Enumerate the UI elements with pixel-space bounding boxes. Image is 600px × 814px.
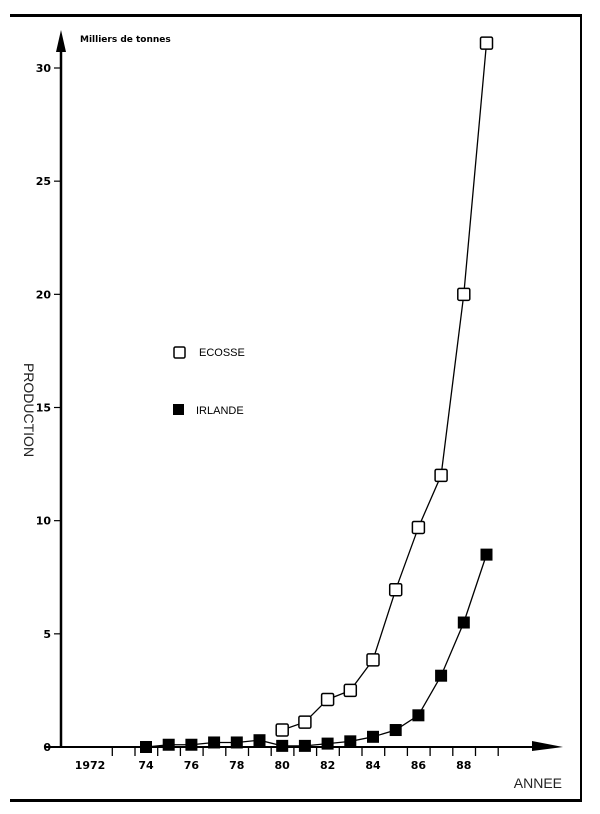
data-point bbox=[479, 36, 494, 50]
legend: ECOSSE IRLANDE bbox=[173, 346, 245, 417]
data-point bbox=[412, 709, 425, 722]
data-point bbox=[388, 582, 403, 597]
series-ecosse bbox=[275, 36, 494, 737]
series-line bbox=[145, 554, 488, 748]
x-tick-label: 76 bbox=[184, 759, 200, 772]
y-tick-label: 30 bbox=[36, 62, 52, 75]
data-point bbox=[230, 736, 243, 749]
x-axis-title: ANNEE bbox=[514, 775, 562, 791]
y-tick-label: 20 bbox=[36, 288, 52, 301]
data-point bbox=[185, 738, 198, 751]
data-point bbox=[321, 737, 334, 750]
y-tick-label: 0 bbox=[43, 741, 51, 754]
x-tick-label: 86 bbox=[411, 759, 427, 772]
data-point bbox=[162, 738, 175, 751]
y-tick-label: 15 bbox=[36, 402, 51, 415]
x-tick-label: 80 bbox=[275, 759, 291, 772]
series-layer bbox=[140, 36, 494, 753]
axes: 0 5 10 15 20 25 30 1972 74 76 78 80 82 84 86 88 bbox=[36, 30, 563, 772]
legend-label: ECOSSE bbox=[199, 347, 245, 359]
series-irlande bbox=[140, 548, 493, 753]
x-tick-label: 74 bbox=[138, 759, 154, 772]
data-point bbox=[366, 653, 380, 667]
data-point bbox=[457, 616, 470, 629]
data-point bbox=[320, 692, 335, 707]
data-point bbox=[275, 723, 289, 737]
data-point bbox=[367, 730, 379, 743]
filled-square-icon bbox=[173, 404, 184, 415]
y-axis-title: PRODUCTION bbox=[21, 363, 37, 457]
x-tick-label: 78 bbox=[229, 759, 244, 772]
data-point bbox=[276, 739, 289, 752]
data-point bbox=[411, 520, 426, 535]
data-point bbox=[480, 548, 493, 561]
legend-item-ecosse: ECOSSE bbox=[173, 346, 245, 359]
x-tick-label: 1972 bbox=[75, 759, 106, 772]
legend-label: IRLANDE bbox=[196, 405, 244, 417]
x-tick-label: 88 bbox=[456, 759, 471, 772]
y-tick-label: 25 bbox=[36, 175, 51, 188]
data-point bbox=[298, 739, 311, 752]
chart-frame bbox=[10, 14, 582, 802]
data-point bbox=[457, 287, 471, 302]
data-point bbox=[208, 736, 221, 749]
legend-item-irlande: IRLANDE bbox=[173, 404, 244, 417]
data-point bbox=[435, 669, 448, 682]
series-line bbox=[281, 43, 488, 731]
x-tick-label: 84 bbox=[365, 759, 381, 772]
data-point bbox=[298, 715, 312, 729]
x-tick-label: 82 bbox=[320, 759, 335, 772]
data-point bbox=[389, 724, 402, 737]
data-point bbox=[434, 468, 448, 483]
data-point bbox=[344, 735, 357, 748]
data-point bbox=[253, 734, 266, 747]
data-point bbox=[140, 741, 152, 753]
y-axis-arrow-icon bbox=[56, 30, 66, 52]
data-point bbox=[343, 683, 358, 698]
y-tick-label: 10 bbox=[36, 515, 52, 528]
y-unit-label: Milliers de tonnes bbox=[80, 35, 171, 45]
x-axis-arrow-icon bbox=[532, 741, 563, 751]
y-tick-label: 5 bbox=[43, 628, 51, 641]
open-square-icon bbox=[173, 346, 186, 359]
